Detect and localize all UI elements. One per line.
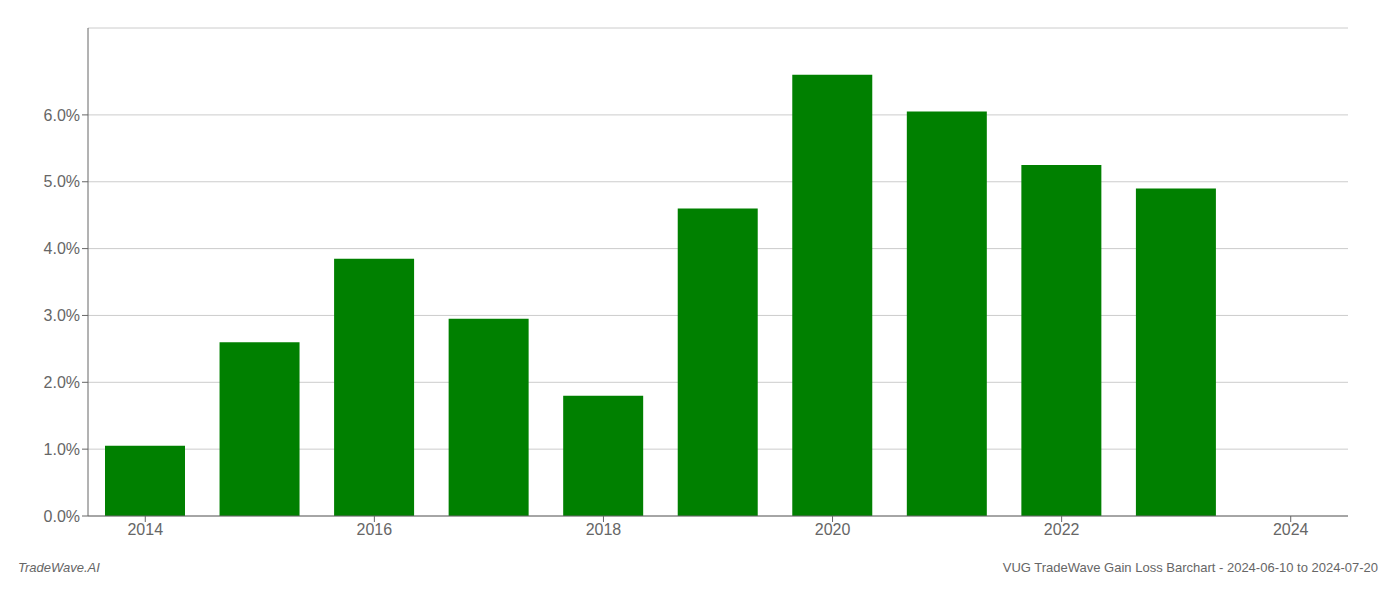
svg-text:2.0%: 2.0%	[44, 374, 80, 391]
svg-text:2016: 2016	[357, 521, 393, 538]
html-text:VUG TradeWave Gain Loss Barcha: VUG TradeWave Gain Loss Barchart - 2024-…	[1002, 560, 1378, 575]
svg-text:4.0%: 4.0%	[44, 240, 80, 257]
svg-text:3.0%: 3.0%	[44, 307, 80, 324]
svg-text:0.0%: 0.0%	[44, 508, 80, 525]
svg-text:1.0%: 1.0%	[44, 441, 80, 458]
svg-text:5.0%: 5.0%	[44, 173, 80, 190]
svg-text:2014: 2014	[127, 521, 163, 538]
svg-text:2024: 2024	[1273, 521, 1309, 538]
svg-text:2018: 2018	[586, 521, 622, 538]
html-text:TradeWave.AI: TradeWave.AI	[18, 560, 100, 575]
svg-text:6.0%: 6.0%	[44, 107, 80, 124]
svg-text:2022: 2022	[1044, 521, 1080, 538]
svg-text:2020: 2020	[815, 521, 851, 538]
